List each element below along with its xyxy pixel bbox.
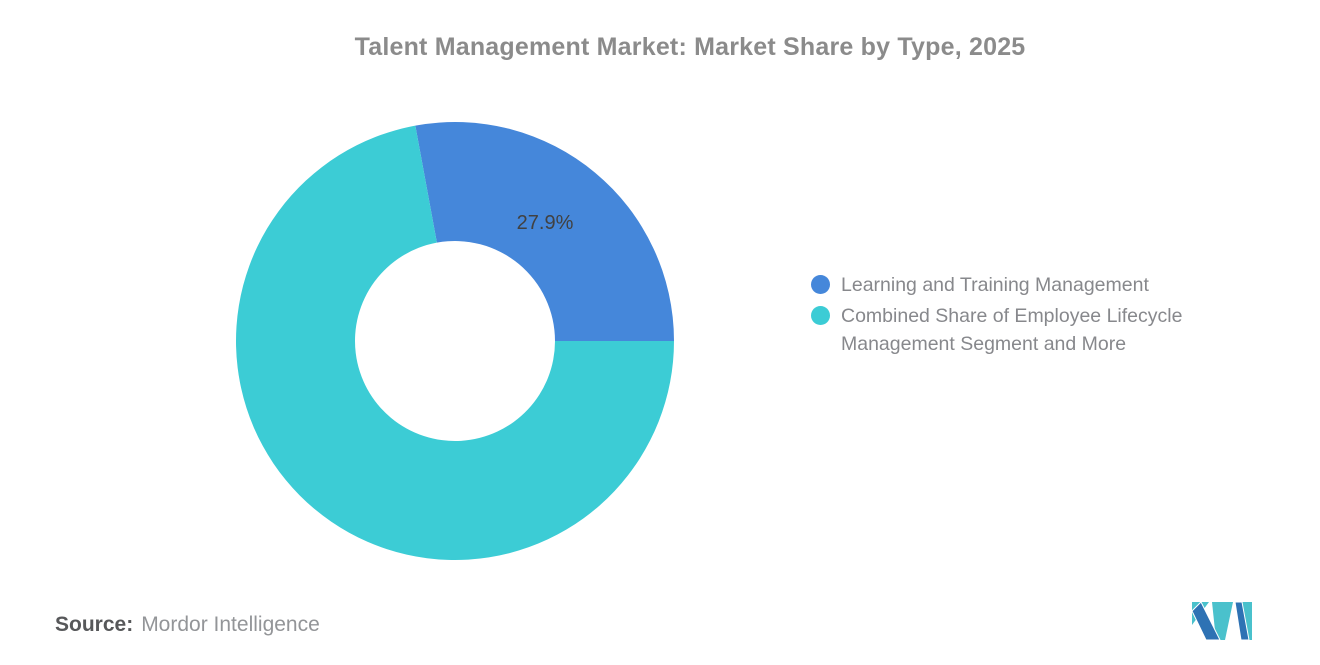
mordor-intelligence-logo-icon [1192,601,1252,641]
donut-svg [236,122,674,561]
slice-data-label: 27.9% [516,212,574,234]
legend-item-learning[interactable]: Learning and Training Management [811,271,1251,299]
legend-marker-blue-icon [811,275,830,294]
source-line: Source: Mordor Intelligence [55,613,320,637]
donut-chart [235,121,675,561]
donut-slice-1[interactable] [236,125,674,561]
source-prefix: Source: [55,613,134,636]
source-text: Mordor Intelligence [141,613,320,636]
legend-label: Combined Share of Employee Lifecycle Man… [841,305,1183,355]
legend-label: Learning and Training Management [841,274,1149,296]
legend-item-combined[interactable]: Combined Share of Employee Lifecycle Man… [811,302,1251,358]
legend-marker-teal-icon [811,306,830,325]
legend: Learning and Training Management Combine… [811,271,1251,361]
chart-title: Talent Management Market: Market Share b… [354,33,1026,61]
donut-slice-0[interactable] [415,122,674,342]
